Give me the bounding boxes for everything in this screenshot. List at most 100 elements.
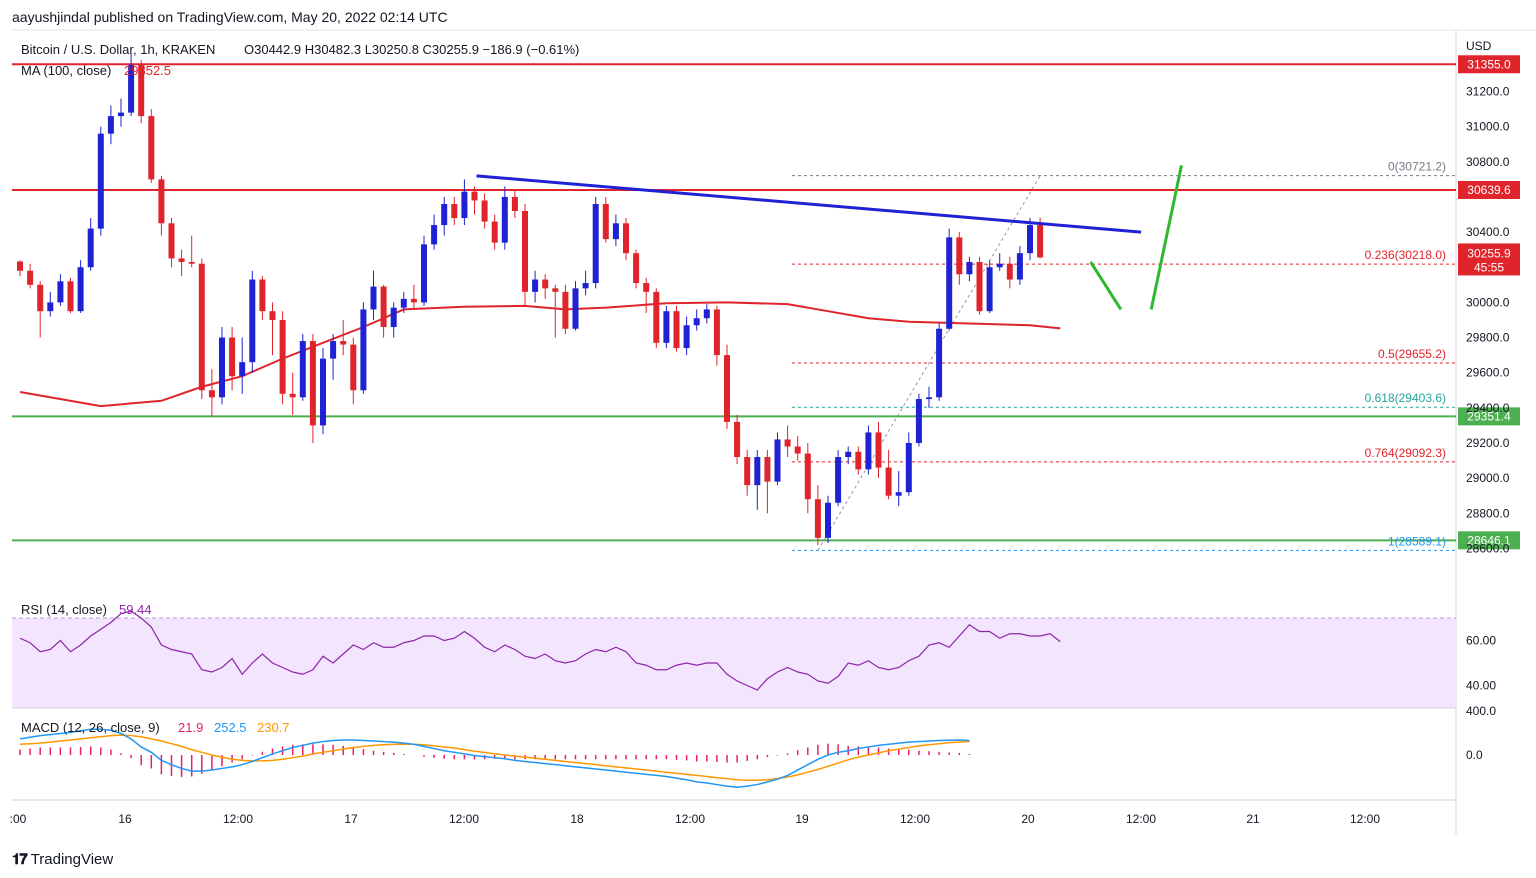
- y-tick-label: 28800.0: [1466, 506, 1510, 520]
- candle: [703, 304, 710, 324]
- support-price-tag: [1458, 407, 1520, 426]
- candle: [895, 471, 902, 507]
- candle-body: [491, 221, 498, 243]
- candle-body: [986, 267, 993, 312]
- candle: [966, 256, 973, 282]
- x-tick-label: 12:00: [449, 812, 479, 826]
- candle: [107, 105, 114, 145]
- candle-body: [481, 200, 488, 222]
- candle: [148, 109, 155, 183]
- candle-body: [562, 291, 569, 329]
- symbol-label: Bitcoin / U.S. Dollar, 1h, KRAKEN: [21, 42, 215, 57]
- y-tick-label: 29600.0: [1466, 366, 1510, 380]
- y-tick-label: 29800.0: [1466, 331, 1510, 345]
- signal-line: [19, 734, 970, 782]
- candle-body: [734, 421, 741, 458]
- candle: [754, 450, 761, 510]
- candle: [693, 309, 700, 331]
- candle-body: [996, 263, 1003, 268]
- candle: [87, 218, 94, 271]
- resistance-price-label: 30639.6: [1467, 183, 1511, 197]
- candle: [915, 393, 922, 447]
- candle: [219, 326, 225, 405]
- candle: [623, 218, 629, 261]
- candle-body: [905, 442, 912, 493]
- candle-body: [926, 397, 932, 400]
- candle: [744, 450, 751, 496]
- ma-label: MA (100, close): [21, 63, 111, 78]
- rsi-pane: 60.00 40.00: [12, 610, 1496, 709]
- candle: [936, 323, 943, 401]
- candle-body: [602, 203, 609, 240]
- x-tick-label: 19: [795, 812, 809, 826]
- candle: [511, 189, 518, 219]
- candle-body: [663, 311, 670, 343]
- candle-body: [340, 341, 347, 345]
- candle: [996, 253, 1003, 271]
- candle: [713, 305, 720, 366]
- candle-body: [875, 432, 882, 468]
- candle-body: [471, 191, 478, 201]
- candle: [239, 337, 246, 394]
- y-tick-label: 29000.0: [1466, 471, 1510, 485]
- projection-down-leg: [1089, 261, 1123, 311]
- candle: [976, 256, 983, 315]
- candle-body: [946, 237, 953, 329]
- candle: [724, 344, 730, 429]
- candle: [158, 175, 165, 236]
- candle: [380, 284, 387, 338]
- candle-body: [148, 116, 155, 180]
- candle: [562, 284, 569, 335]
- candle: [572, 281, 579, 331]
- candle: [633, 249, 640, 289]
- fib-label: 1(28589.1): [1388, 534, 1446, 548]
- candle-body: [532, 279, 539, 292]
- candle-body: [582, 283, 589, 289]
- x-tick-label: 12:00: [1126, 812, 1156, 826]
- candle-body: [370, 286, 377, 310]
- candle-body: [118, 112, 124, 117]
- candle: [350, 337, 357, 405]
- x-tick-label: 16: [118, 812, 132, 826]
- candle-body: [895, 492, 902, 496]
- fib-label: 0.618(29403.6): [1365, 391, 1446, 405]
- resistance-price-tag: [1458, 55, 1520, 74]
- fib-label: 0.5(29655.2): [1378, 347, 1446, 361]
- candle: [17, 260, 23, 277]
- candle-body: [683, 325, 690, 349]
- candle: [390, 302, 397, 338]
- publisher-caption: aayushjindal published on TradingView.co…: [12, 9, 448, 25]
- candle: [128, 52, 135, 117]
- candle-body: [1027, 225, 1033, 254]
- candle-body: [269, 311, 276, 320]
- tradingview-logo[interactable]: 𝟏𝟕 TradingView: [12, 851, 113, 868]
- macd-line-value: 252.5: [214, 720, 247, 735]
- candle: [734, 414, 741, 465]
- candle-body: [542, 279, 549, 289]
- candle: [97, 126, 104, 236]
- rsi-value: 59.44: [119, 602, 152, 617]
- candle-body: [835, 457, 842, 503]
- candle-body: [592, 203, 599, 284]
- candle: [865, 425, 872, 475]
- candle-body: [784, 439, 791, 447]
- candle: [320, 348, 326, 435]
- resistance-price-tag: [1458, 180, 1520, 199]
- candle-body: [259, 279, 266, 312]
- candle-body: [320, 358, 326, 426]
- candle-body: [643, 283, 650, 292]
- candle: [400, 291, 407, 313]
- candle-body: [794, 446, 801, 454]
- legend: Bitcoin / U.S. Dollar, 1h, KRAKEN O30442…: [21, 42, 579, 735]
- candle-body: [633, 253, 640, 284]
- candle-body: [461, 191, 468, 219]
- candle-body: [289, 393, 296, 398]
- candle: [360, 302, 367, 394]
- candle-body: [885, 467, 892, 496]
- support-price-label: 28646.1: [1467, 533, 1511, 547]
- candle-body: [188, 261, 195, 264]
- macd-signal-value: 230.7: [257, 720, 290, 735]
- candle-body: [451, 203, 458, 219]
- candle: [461, 179, 468, 226]
